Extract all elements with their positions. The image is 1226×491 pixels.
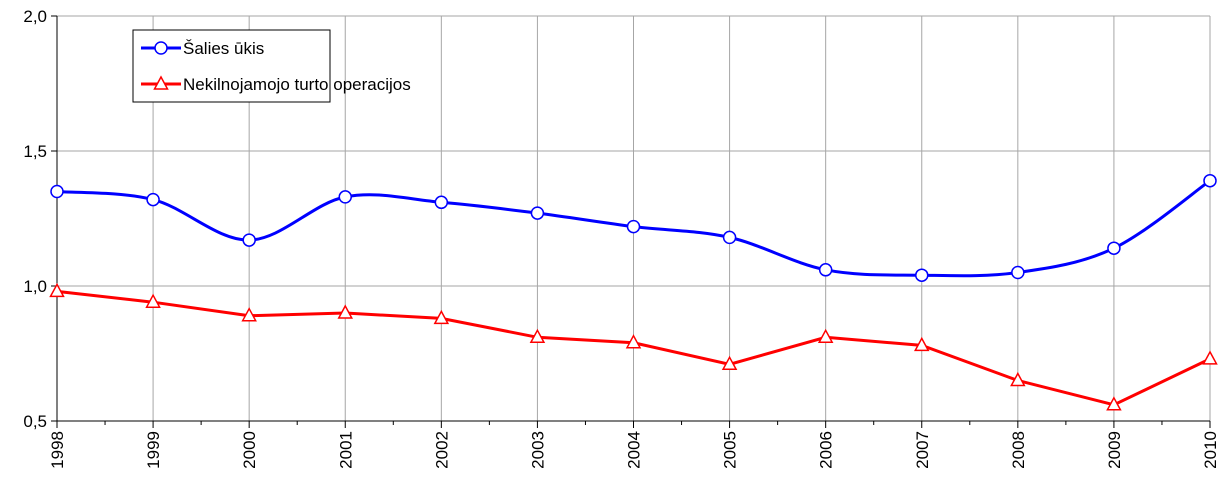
point-marker (626, 219, 641, 234)
point-marker (146, 192, 160, 207)
point-marker (530, 206, 545, 220)
point-marker (1203, 173, 1217, 188)
point-marker (337, 304, 354, 319)
point-marker (242, 233, 256, 247)
point-marker (145, 293, 161, 308)
point-marker (1107, 241, 1121, 255)
x-tick-label: 2005 (721, 431, 740, 469)
point-marker (722, 230, 737, 245)
point-marker (529, 328, 546, 344)
point-marker (818, 263, 833, 277)
point-marker (721, 355, 738, 371)
x-tick-label: 2008 (1009, 431, 1028, 469)
x-tick-label: 2009 (1105, 431, 1124, 469)
x-tick-label: 2010 (1201, 431, 1220, 469)
x-tick-label: 2003 (528, 431, 547, 469)
x-tick-label: 2002 (432, 431, 451, 469)
point-marker (338, 190, 352, 204)
x-tick-label: 2004 (625, 431, 644, 469)
point-marker (625, 334, 642, 349)
legend-marker (153, 75, 169, 90)
point-marker (817, 328, 834, 344)
x-tick-label: 2001 (336, 431, 355, 469)
point-marker (1106, 396, 1122, 411)
x-tick-label: 1998 (48, 431, 67, 469)
point-marker (1011, 265, 1025, 280)
legend-label: Nekilnojamojo turto operacijos (183, 75, 411, 94)
point-marker (433, 309, 450, 325)
y-tick-label: 2,0 (23, 7, 47, 26)
point-marker (50, 184, 64, 199)
point-marker (241, 307, 257, 322)
x-tick-label: 2007 (913, 431, 932, 469)
point-marker (1202, 350, 1218, 365)
x-tick-label: 1999 (144, 431, 163, 469)
point-marker (434, 195, 449, 210)
y-tick-label: 1,5 (23, 142, 47, 161)
x-tick-label: 2000 (240, 431, 259, 469)
point-marker (1010, 371, 1026, 387)
point-marker (915, 268, 929, 282)
point-marker (49, 282, 65, 298)
x-tick-label: 2006 (817, 431, 836, 469)
legend-label: Šalies ūkis (183, 39, 264, 58)
legend-box (132, 29, 331, 103)
point-marker (913, 336, 930, 352)
y-tick-label: 0,5 (23, 412, 47, 431)
y-tick-label: 1,0 (23, 277, 47, 296)
legend-marker (154, 41, 168, 55)
